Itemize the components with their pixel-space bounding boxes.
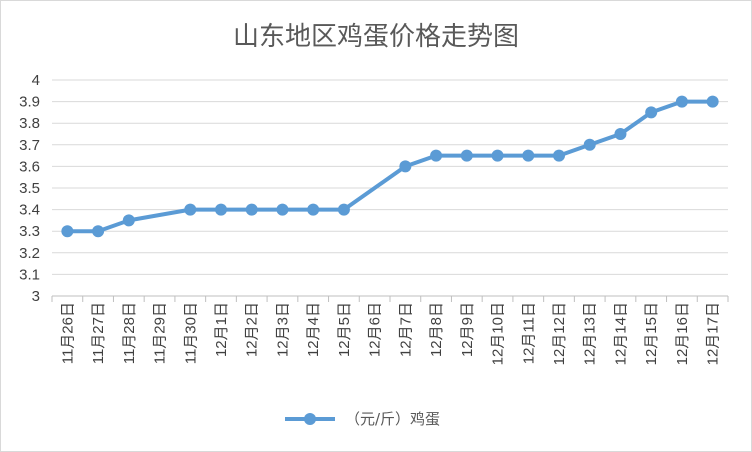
data-point xyxy=(245,203,258,216)
y-axis: 3 3.1 3.2 3.3 3.4 3.5 3.6 3.7 3.8 3.9 4 xyxy=(19,72,40,305)
y-tick-label: 3 xyxy=(32,288,40,305)
data-point xyxy=(276,203,289,216)
data-point xyxy=(614,128,627,140)
series-layer xyxy=(61,95,719,238)
x-tick-label: 11月26日 xyxy=(59,302,76,364)
data-point xyxy=(522,149,535,162)
legend-marker xyxy=(304,413,316,425)
y-tick-label: 3.7 xyxy=(19,137,40,154)
legend: （元/斤）鸡蛋 xyxy=(285,410,440,428)
data-point xyxy=(215,203,227,216)
x-tick-label: 12月3日 xyxy=(274,302,291,357)
y-tick-label: 3.4 xyxy=(19,202,40,219)
data-point xyxy=(92,225,105,238)
chart-title: 山东地区鸡蛋价格走势图 xyxy=(233,22,519,52)
data-point xyxy=(553,149,565,162)
x-tick-label: 12月9日 xyxy=(459,302,476,357)
data-point xyxy=(399,160,412,173)
data-point xyxy=(706,95,719,108)
data-point xyxy=(491,149,504,162)
x-tick-label: 12月11日 xyxy=(520,302,537,364)
x-tick-label: 11月27日 xyxy=(90,302,107,364)
y-tick-label: 3.6 xyxy=(19,158,40,175)
x-tick-label: 12月12日 xyxy=(551,302,568,365)
y-tick-label: 3.2 xyxy=(19,245,40,262)
data-point xyxy=(460,149,473,162)
x-tick-label: 12月2日 xyxy=(244,302,261,357)
x-tick-label: 12月4日 xyxy=(305,302,322,357)
y-tick-label: 4 xyxy=(32,72,40,89)
data-point xyxy=(307,203,320,216)
x-tick-label: 12月7日 xyxy=(397,302,414,357)
data-point xyxy=(122,214,135,227)
x-tick-label: 11月29日 xyxy=(152,302,169,364)
data-point xyxy=(337,203,350,216)
data-point xyxy=(184,203,197,216)
gridlines xyxy=(52,79,728,297)
x-tick-label: 12月1日 xyxy=(213,302,230,357)
x-tick-label: 12月17日 xyxy=(705,302,722,365)
x-tick-label: 12月14日 xyxy=(612,302,629,365)
x-tick-label: 12月6日 xyxy=(367,302,384,357)
x-tick-label: 11月28日 xyxy=(121,302,138,364)
y-tick-label: 3.8 xyxy=(19,115,40,132)
x-tick-label: 12月15日 xyxy=(643,302,660,365)
data-point xyxy=(645,106,658,119)
y-tick-label: 3.3 xyxy=(19,223,40,240)
x-axis: 11月26日 11月27日 11月28日 11月29日 11月30日 12月1日 12月2日… xyxy=(51,296,729,365)
y-tick-label: 3.9 xyxy=(19,94,40,111)
x-tick-label: 11月30日 xyxy=(182,302,199,364)
x-tick-label: 12月16日 xyxy=(674,302,691,365)
data-point xyxy=(61,225,74,238)
x-tick-label: 12月8日 xyxy=(428,302,445,357)
x-tick-label: 12月13日 xyxy=(582,302,599,365)
legend-label: （元/斤）鸡蛋 xyxy=(345,410,440,428)
x-tick-label: 12月10日 xyxy=(490,302,507,365)
data-point xyxy=(583,138,596,151)
data-point xyxy=(675,95,688,108)
y-tick-label: 3.1 xyxy=(19,266,40,283)
y-tick-label: 3.5 xyxy=(19,180,40,197)
data-point xyxy=(430,149,443,162)
x-tick-label: 12月5日 xyxy=(336,302,353,357)
